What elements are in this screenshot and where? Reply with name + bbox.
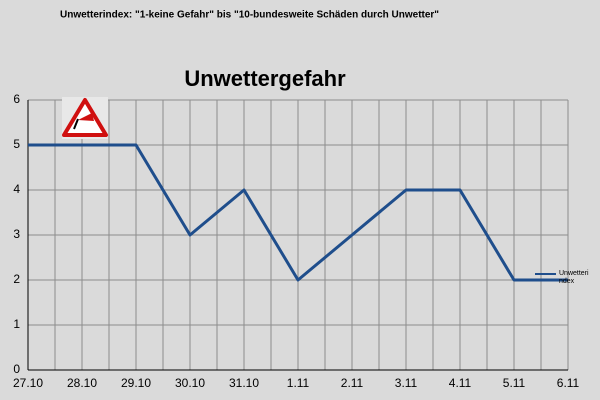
y-tick-label: 6: [13, 92, 20, 106]
y-tick-label: 0: [13, 362, 20, 376]
x-tick-label: 31.10: [229, 376, 259, 390]
chart-title: Unwettergefahr: [184, 66, 346, 91]
y-tick-label: 2: [13, 272, 20, 286]
x-tick-label: 27.10: [13, 376, 43, 390]
y-tick-label: 3: [13, 227, 20, 241]
x-tick-label: 5.11: [503, 376, 526, 390]
x-tick-label: 1.11: [287, 376, 310, 390]
y-tick-label: 5: [13, 137, 20, 151]
x-tick-label: 6.11: [557, 376, 580, 390]
y-tick-label: 4: [13, 182, 20, 196]
chart-subtitle: Unwetterindex: "1-keine Gefahr" bis "10-…: [60, 10, 439, 21]
x-tick-label: 3.11: [395, 376, 418, 390]
icon-pole: [73, 118, 79, 130]
warning-icon: [62, 97, 108, 139]
x-tick-label: 29.10: [121, 376, 151, 390]
x-tick-label: 30.10: [175, 376, 205, 390]
data-line: [28, 143, 568, 282]
y-tick-label: 1: [13, 317, 20, 331]
x-tick-label: 28.10: [67, 376, 97, 390]
x-tick-label: 4.11: [449, 376, 472, 390]
icon-windsock: [78, 113, 94, 121]
x-tick-label: 2.11: [341, 376, 364, 390]
legend-label: Unwetterindex: [559, 270, 589, 285]
